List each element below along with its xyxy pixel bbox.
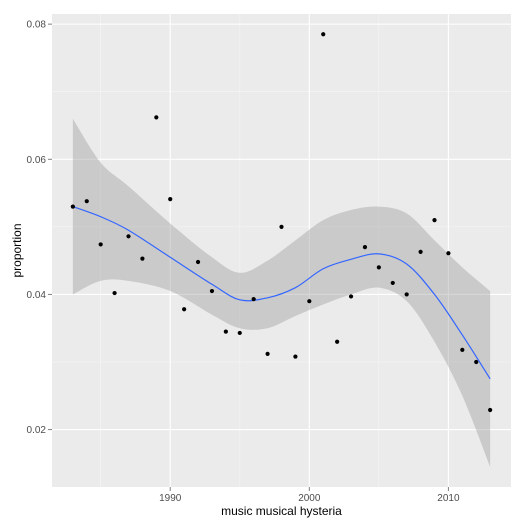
data-point <box>168 197 173 202</box>
data-point <box>460 347 465 352</box>
data-point <box>446 251 451 256</box>
x-tick-label: 1990 <box>159 493 182 504</box>
data-point <box>237 330 242 336</box>
data-point <box>251 297 256 302</box>
data-point <box>418 249 423 254</box>
plot-panel <box>52 14 511 487</box>
data-points <box>70 32 493 413</box>
data-point <box>140 256 145 261</box>
y-tick-label: 0.02 <box>27 425 47 436</box>
data-point <box>474 359 479 365</box>
data-point <box>279 224 284 229</box>
x-axis: 1990 2000 2010 <box>159 487 460 504</box>
y-tick-label: 0.08 <box>27 20 47 31</box>
data-point <box>195 259 201 265</box>
x-axis-title: music musical hysteria <box>221 504 342 518</box>
data-point <box>293 354 298 359</box>
data-point <box>348 294 354 299</box>
data-point <box>209 288 215 294</box>
data-point <box>70 204 75 209</box>
data-point <box>432 217 437 223</box>
y-axis: 0.02 0.04 0.06 0.08 <box>27 20 52 436</box>
data-point <box>376 265 381 270</box>
data-point <box>390 280 395 286</box>
data-point <box>154 115 159 120</box>
y-axis-title: proportion <box>10 223 24 277</box>
x-tick-label: 2010 <box>437 493 460 504</box>
data-point <box>362 245 368 250</box>
confidence-band <box>72 118 491 467</box>
y-tick-label: 0.04 <box>27 290 47 301</box>
data-point <box>84 199 89 204</box>
data-point <box>335 339 340 344</box>
smooth-trend-line <box>72 206 491 380</box>
data-point <box>182 307 187 312</box>
data-point <box>223 329 228 334</box>
data-point <box>307 299 312 304</box>
x-tick-label: 2000 <box>298 493 321 504</box>
data-point <box>321 32 326 37</box>
data-point <box>98 242 103 247</box>
data-point <box>126 234 131 239</box>
minor-gridlines <box>52 14 511 487</box>
data-point <box>488 407 493 413</box>
data-point <box>112 290 117 296</box>
data-point <box>404 292 409 297</box>
data-point <box>265 351 270 356</box>
y-tick-label: 0.06 <box>27 155 47 166</box>
